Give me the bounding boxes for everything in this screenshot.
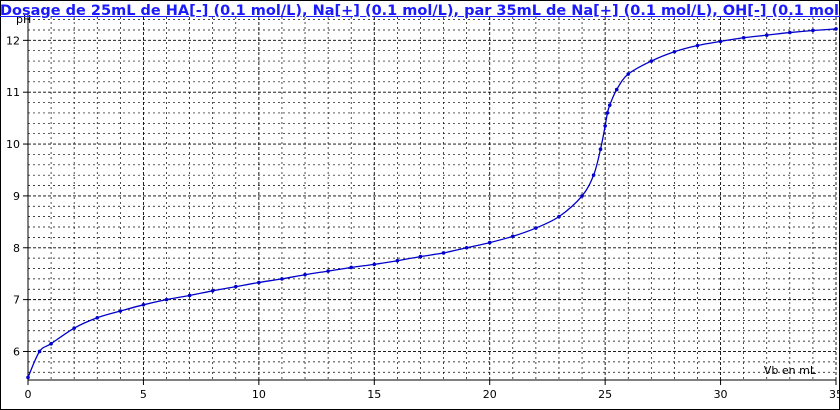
x-tick-label: 30 xyxy=(714,388,728,401)
data-point xyxy=(605,111,610,115)
data-point xyxy=(141,303,146,307)
data-point xyxy=(26,375,30,380)
data-point xyxy=(718,39,723,44)
x-axis-label: Vb en mL xyxy=(764,364,817,377)
data-point xyxy=(557,214,561,219)
data-point xyxy=(464,245,469,250)
y-tick-label: 10 xyxy=(6,138,20,151)
data-point xyxy=(788,30,792,35)
data-point xyxy=(603,124,607,128)
data-point xyxy=(37,349,42,354)
data-point xyxy=(695,43,700,48)
data-point xyxy=(257,280,261,285)
data-point xyxy=(395,258,400,263)
x-tick-label: 35 xyxy=(829,388,840,401)
y-tick-label: 8 xyxy=(13,242,20,255)
data-point xyxy=(49,341,53,346)
data-point xyxy=(280,277,284,281)
y-tick-label: 11 xyxy=(6,86,20,99)
data-point xyxy=(580,194,584,198)
data-point xyxy=(511,234,515,239)
data-point xyxy=(598,147,603,152)
data-point xyxy=(626,72,631,76)
data-point xyxy=(233,284,238,289)
data-point xyxy=(441,251,446,255)
data-point xyxy=(72,326,76,330)
data-point xyxy=(372,262,377,267)
y-tick-label: 12 xyxy=(6,34,20,47)
data-point xyxy=(164,297,169,302)
data-point xyxy=(418,254,423,259)
data-point xyxy=(210,289,215,293)
y-tick-label: 6 xyxy=(13,345,20,358)
data-point xyxy=(834,27,838,31)
data-point xyxy=(741,35,746,40)
data-point xyxy=(326,269,330,273)
data-point xyxy=(118,309,123,313)
data-point xyxy=(591,173,596,177)
chart-title: Dosage de 25mL de HA[-] (0.1 mol/L), Na[… xyxy=(0,3,840,19)
data-point xyxy=(487,240,492,245)
x-tick-label: 25 xyxy=(598,388,612,401)
data-point xyxy=(187,293,192,298)
x-tick-label: 15 xyxy=(367,388,381,401)
data-point xyxy=(614,87,619,92)
x-tick-label: 10 xyxy=(252,388,266,401)
data-point xyxy=(303,272,307,277)
data-point xyxy=(649,59,654,63)
data-point xyxy=(95,315,100,320)
data-point xyxy=(811,28,815,33)
data-point xyxy=(534,226,538,230)
x-tick-label: 5 xyxy=(140,388,147,401)
data-point xyxy=(607,103,612,107)
y-tick-label: 9 xyxy=(13,190,20,203)
x-tick-label: 20 xyxy=(483,388,497,401)
data-point xyxy=(349,265,354,270)
data-point xyxy=(672,49,677,54)
data-point xyxy=(764,33,769,37)
x-tick-label: 0 xyxy=(25,388,32,401)
y-tick-label: 7 xyxy=(13,294,20,307)
y-axis-label: pH xyxy=(16,13,31,26)
series-line xyxy=(27,28,837,378)
